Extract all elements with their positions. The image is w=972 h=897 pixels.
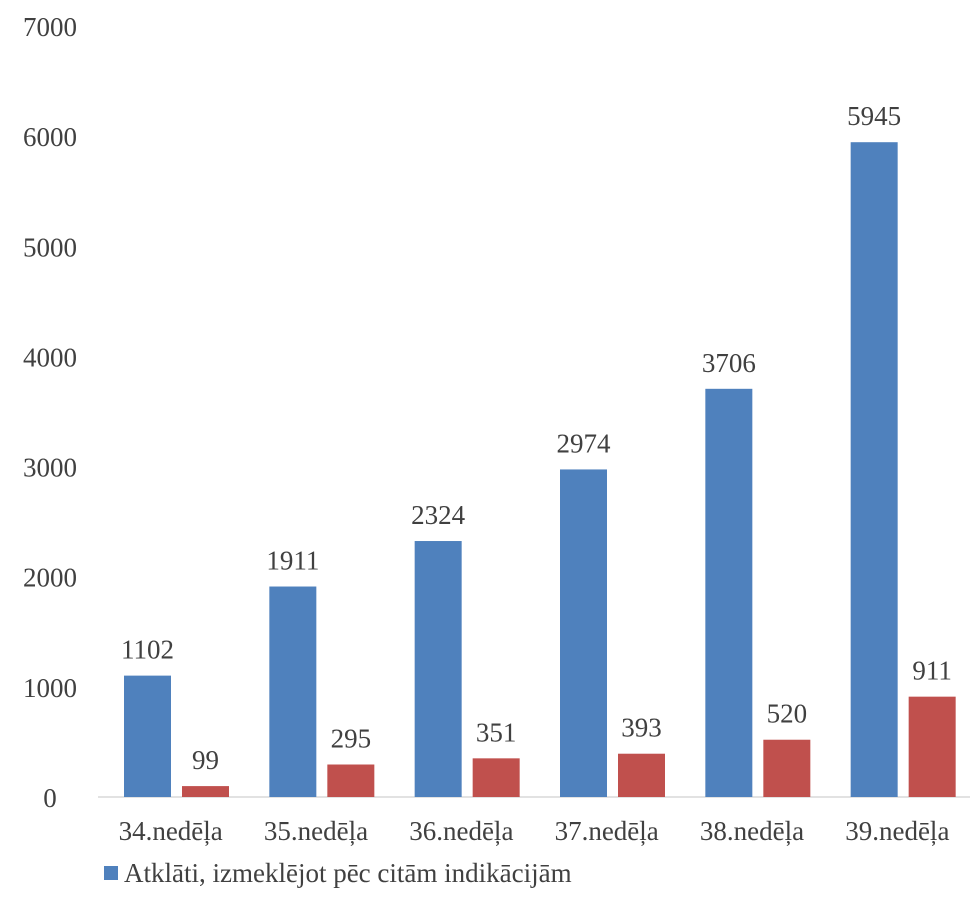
x-tick-label-4: 37.nedēļa bbox=[555, 816, 659, 846]
y-tick-label-2: 2000 bbox=[23, 563, 77, 593]
bar-series1-5 bbox=[705, 388, 753, 797]
x-tick-label-1: 34.nedēļa bbox=[119, 816, 223, 846]
legend-swatch-series-1 bbox=[104, 866, 118, 880]
bar-series2-1 bbox=[182, 786, 229, 797]
x-tick-label-5: 38.nedēļa bbox=[700, 816, 804, 846]
bar-series2-4 bbox=[618, 753, 665, 797]
y-tick-label-3: 3000 bbox=[23, 453, 77, 483]
data-label-series1-5: 3706 bbox=[702, 348, 756, 378]
data-label-series2-2: 295 bbox=[331, 724, 372, 754]
bar-series2-5 bbox=[763, 739, 811, 797]
bar-series2-3 bbox=[472, 758, 520, 797]
bar-series1-4 bbox=[560, 469, 607, 797]
y-tick-label-7: 7000 bbox=[23, 12, 77, 42]
bar-series2-2 bbox=[327, 764, 375, 797]
bar-series1-2 bbox=[269, 586, 317, 797]
legend-label-series-1: Atklāti, izmeklējot pēc citām indikācijā… bbox=[124, 857, 572, 888]
bar-series1-1 bbox=[124, 675, 171, 797]
data-label-series2-3: 351 bbox=[476, 717, 517, 747]
data-label-series1-4: 2974 bbox=[557, 428, 612, 458]
y-tick-label-0: 0 bbox=[43, 783, 57, 813]
data-label-series1-1: 1102 bbox=[121, 635, 174, 665]
bar-series2-6 bbox=[908, 696, 956, 797]
x-tick-label-2: 35.nedēļa bbox=[264, 816, 368, 846]
data-label-series2-4: 393 bbox=[621, 713, 662, 743]
data-label-series1-2: 1911 bbox=[266, 546, 319, 576]
bar-series1-6 bbox=[850, 142, 898, 798]
data-label-series2-5: 520 bbox=[767, 699, 808, 729]
y-tick-label-6: 6000 bbox=[23, 122, 77, 152]
y-tick-label-4: 4000 bbox=[23, 342, 77, 372]
data-label-series2-1: 99 bbox=[192, 745, 219, 775]
y-tick-label-5: 5000 bbox=[23, 232, 77, 262]
bar-series1-3 bbox=[414, 541, 462, 797]
legend: Atklāti, izmeklējot pēc citām indikācijā… bbox=[104, 858, 572, 888]
y-tick-label-1: 1000 bbox=[23, 673, 77, 703]
data-label-series1-6: 5945 bbox=[847, 101, 901, 131]
x-tick-label-3: 36.nedēļa bbox=[409, 816, 513, 846]
data-label-series2-6: 911 bbox=[912, 656, 952, 686]
x-tick-label-6: 39.nedēļa bbox=[845, 816, 949, 846]
data-label-series1-3: 2324 bbox=[411, 500, 466, 530]
